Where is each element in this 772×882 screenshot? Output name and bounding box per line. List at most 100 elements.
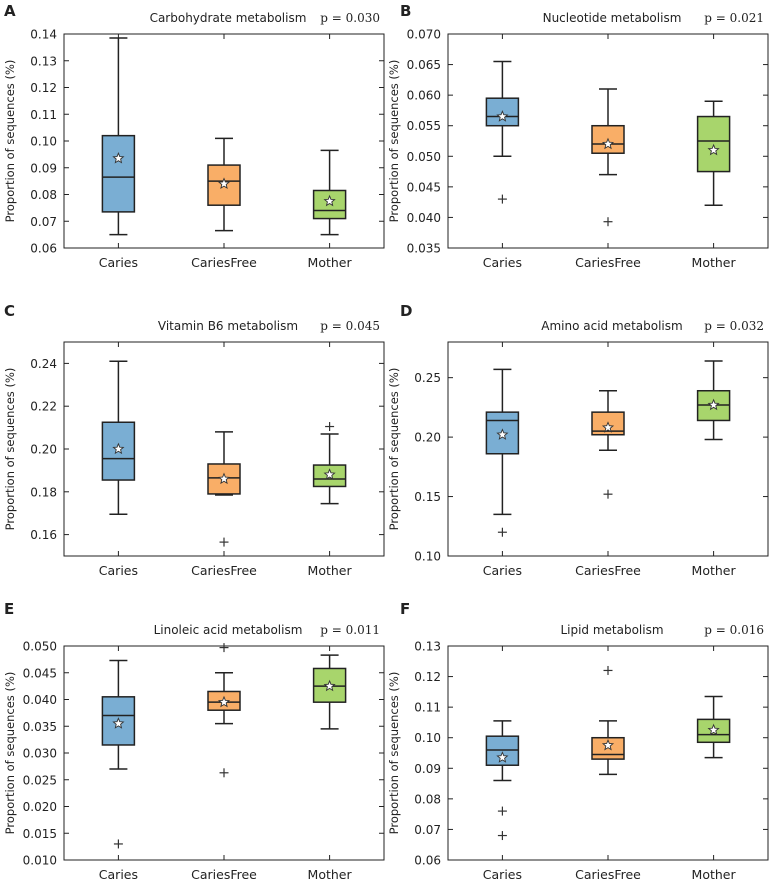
mean-star — [112, 717, 125, 729]
x-tick-label: Caries — [99, 867, 138, 882]
x-tick-label: Mother — [308, 255, 353, 270]
outlier-point — [219, 643, 229, 653]
y-tick-label: 0.040 — [23, 693, 57, 707]
box-caries: Caries — [483, 342, 522, 578]
mean-star — [601, 137, 615, 150]
outlier-point — [219, 537, 229, 547]
p-value: p = 0.032 — [704, 319, 764, 333]
p-value: p = 0.045 — [320, 319, 380, 333]
iqr-box — [312, 189, 347, 220]
y-tick-label: 0.035 — [407, 242, 441, 256]
y-tick-label: 0.20 — [414, 431, 441, 445]
y-tick-label: 0.16 — [30, 528, 57, 542]
y-tick-label: 0.18 — [30, 485, 57, 499]
y-tick-label: 0.13 — [414, 640, 441, 654]
x-tick-label: CariesFree — [191, 563, 257, 578]
mean-star — [496, 751, 509, 763]
outlier-point — [603, 665, 613, 675]
y-tick-label: 0.10 — [414, 731, 441, 745]
y-tick-label: 0.08 — [414, 792, 441, 806]
box-cariesfree: CariesFree — [191, 342, 257, 578]
box-cariesfree: CariesFree — [575, 34, 641, 270]
panel-letter: C — [4, 302, 15, 320]
y-tick-label: 0.020 — [23, 800, 57, 814]
iqr-box — [207, 164, 241, 206]
y-tick-label: 0.07 — [30, 215, 57, 229]
outlier-point — [219, 768, 229, 778]
box-mother: Mother — [308, 646, 353, 882]
y-tick-label: 0.015 — [23, 827, 57, 841]
y-tick-label: 0.045 — [23, 666, 57, 680]
box-caries: Caries — [99, 342, 138, 578]
outlier-point — [603, 489, 613, 499]
x-tick-label: Caries — [483, 867, 522, 882]
p-value: p = 0.011 — [320, 623, 380, 637]
y-tick-label: 0.010 — [23, 854, 57, 868]
y-axis-label: Proportion of sequences (%) — [387, 672, 401, 835]
y-tick-label: 0.07 — [414, 823, 441, 837]
iqr-box — [485, 735, 520, 766]
mean-star — [217, 472, 231, 485]
y-tick-label: 0.050 — [23, 640, 57, 654]
x-tick-label: Caries — [99, 563, 138, 578]
y-tick-label: 0.06 — [414, 854, 441, 868]
mean-star — [496, 110, 509, 122]
y-tick-label: 0.065 — [407, 58, 441, 72]
x-tick-label: Mother — [692, 563, 737, 578]
x-tick-label: CariesFree — [575, 563, 641, 578]
panel-a: A Carbohydrate metabolism p = 0.030 0.06 0.0… — [3, 2, 385, 270]
panel-b: B Nucleotide metabolism p = 0.021 0.035 0.04… — [387, 2, 769, 270]
y-tick-label: 0.050 — [407, 150, 441, 164]
panel-c: C Vitamin B6 metabolism p = 0.045 0.16 0.18 0… — [3, 302, 385, 578]
outlier-point — [497, 806, 507, 816]
y-tick-label: 0.22 — [30, 400, 57, 414]
mean-star — [323, 194, 336, 207]
mean-star — [601, 421, 615, 433]
outlier-point — [325, 422, 335, 432]
panel-f: F Lipid metabolism p = 0.016 0.06 0.07 0.08 0.… — [387, 600, 769, 882]
y-tick-label: 0.10 — [30, 135, 57, 149]
iqr-box — [591, 736, 625, 760]
y-tick-label: 0.24 — [30, 357, 57, 371]
p-value: p = 0.030 — [320, 11, 380, 25]
y-tick-label: 0.09 — [414, 762, 441, 776]
x-tick-label: Caries — [483, 255, 522, 270]
y-tick-label: 0.035 — [23, 720, 57, 734]
y-axis-label: Proportion of sequences (%) — [387, 60, 401, 223]
y-tick-label: 0.11 — [414, 701, 441, 715]
x-tick-label: Mother — [308, 867, 353, 882]
outlier-point — [603, 217, 613, 227]
x-tick-label: CariesFree — [575, 255, 641, 270]
box-cariesfree: CariesFree — [191, 643, 257, 882]
box-mother: Mother — [692, 342, 737, 578]
chart-title: Vitamin B6 metabolism — [158, 319, 298, 333]
mean-star — [707, 143, 720, 156]
mean-star — [112, 442, 125, 455]
chart-title: Linoleic acid metabolism — [154, 623, 303, 637]
box-cariesfree: CariesFree — [575, 342, 641, 578]
mean-star — [323, 468, 336, 480]
iqr-box — [485, 97, 520, 127]
panel-letter: F — [400, 600, 410, 618]
box-mother: Mother — [308, 342, 353, 578]
chart-title: Amino acid metabolism — [541, 319, 682, 333]
x-tick-label: CariesFree — [191, 867, 257, 882]
x-tick-label: Mother — [308, 563, 353, 578]
mean-star — [323, 679, 336, 692]
box-caries: Caries — [483, 34, 522, 270]
y-tick-label: 0.030 — [23, 747, 57, 761]
y-tick-label: 0.12 — [30, 81, 57, 95]
outlier-point — [497, 831, 507, 841]
x-tick-label: Mother — [692, 867, 737, 882]
y-tick-label: 0.040 — [407, 211, 441, 225]
outlier-point — [113, 839, 123, 849]
y-tick-label: 0.12 — [414, 670, 441, 684]
y-tick-label: 0.055 — [407, 119, 441, 133]
box-mother: Mother — [308, 34, 353, 270]
y-tick-label: 0.25 — [414, 371, 441, 385]
panel-letter: D — [400, 302, 412, 320]
p-value: p = 0.016 — [704, 623, 764, 637]
y-tick-label: 0.070 — [407, 28, 441, 42]
y-tick-label: 0.11 — [30, 108, 57, 122]
x-tick-label: Mother — [692, 255, 737, 270]
